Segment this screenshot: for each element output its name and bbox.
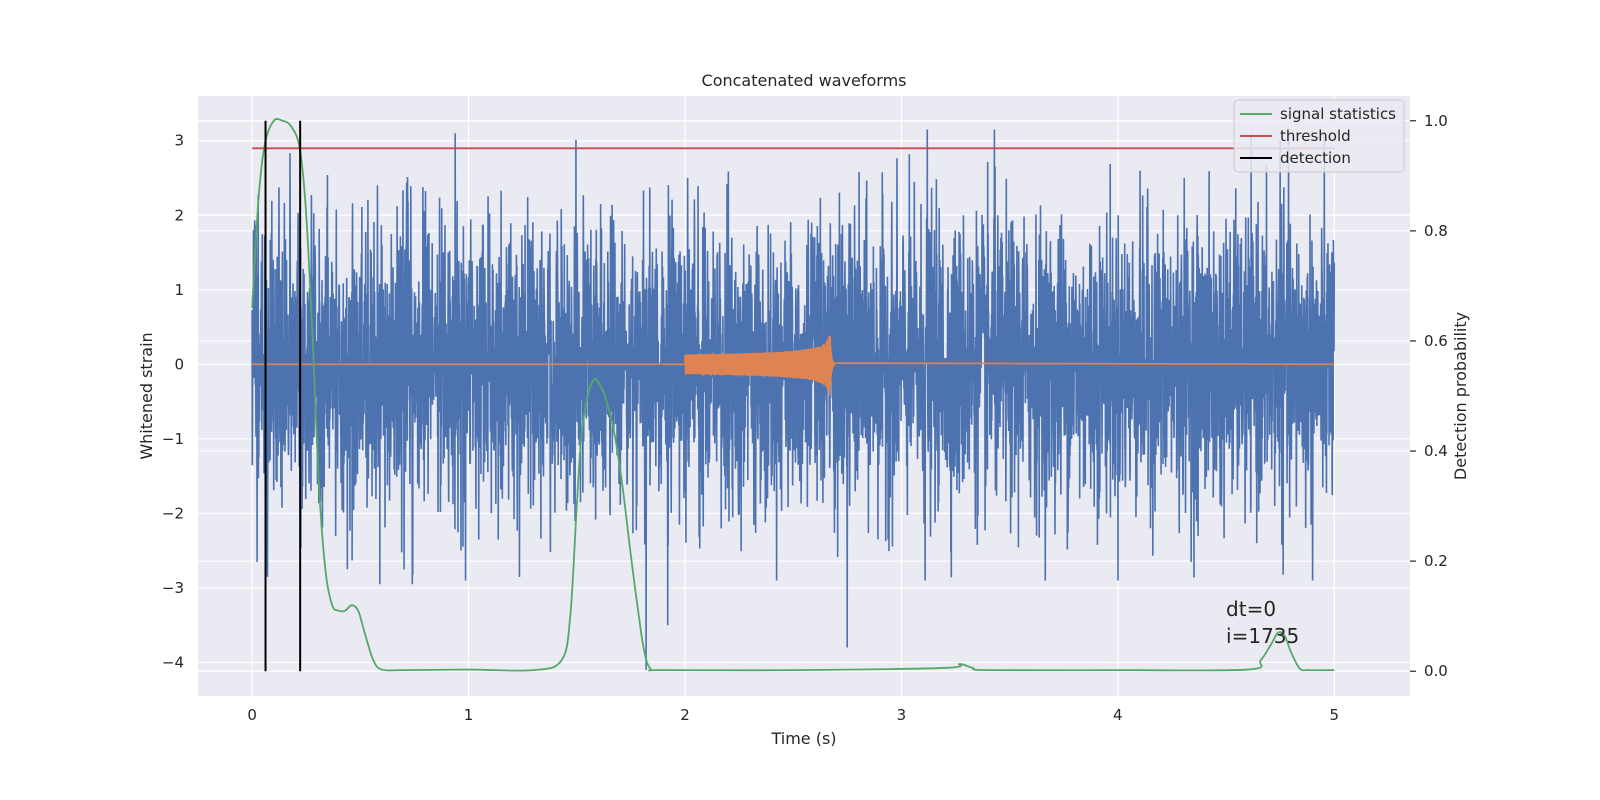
- y-tick-label: 2: [174, 206, 184, 224]
- annotation-dt: dt=0: [1226, 597, 1276, 621]
- y-axis-left: −4 −3 −2 −1 0 1 2 3: [162, 132, 184, 672]
- y-tick-label: −2: [162, 504, 184, 522]
- legend-label: detection: [1280, 149, 1351, 167]
- strain-line: [251, 129, 1336, 670]
- y-axis-right: 0.0 0.2 0.4 0.6 0.8 1.0: [1410, 112, 1448, 680]
- y-tick-label: 3: [174, 132, 184, 150]
- x-tick-label: 0: [247, 706, 257, 724]
- chart-title: Concatenated waveforms: [702, 71, 907, 90]
- legend-label: signal statistics: [1280, 105, 1396, 123]
- y2-tick-label: 0.6: [1424, 332, 1448, 350]
- signal-statistics-series: [251, 118, 1335, 672]
- y2-tick-label: 1.0: [1424, 112, 1448, 130]
- annotation-i: i=1735: [1226, 624, 1299, 648]
- y-tick-label: −3: [162, 579, 184, 597]
- y-tick-label: −4: [162, 653, 184, 671]
- y-axis-label: Whitened strain: [137, 332, 156, 459]
- x-tick-label: 5: [1329, 706, 1339, 724]
- y2-tick-label: 0.2: [1424, 552, 1448, 570]
- legend-box: [1233, 99, 1405, 173]
- x-tick-label: 2: [680, 706, 690, 724]
- template-series: [252, 335, 1335, 396]
- detection-series: [264, 120, 302, 672]
- x-tick-label: 3: [897, 706, 907, 724]
- y-tick-label: −1: [162, 430, 184, 448]
- x-tick-label: 1: [464, 706, 474, 724]
- y2-tick-label: 0.8: [1424, 222, 1448, 240]
- y-tick-label: 1: [174, 281, 184, 299]
- x-tick-label: 4: [1113, 706, 1123, 724]
- strain-series: [251, 129, 1336, 670]
- y-tick-label: 0: [174, 355, 184, 373]
- y2-tick-label: 0.0: [1424, 662, 1448, 680]
- legend-label: threshold: [1280, 127, 1351, 145]
- x-axis: 0 1 2 3 4 5: [247, 706, 1339, 724]
- signal-statistics-line: [251, 118, 1335, 672]
- y2-axis-label: Detection probability: [1451, 312, 1470, 480]
- y2-tick-label: 0.4: [1424, 442, 1448, 460]
- x-axis-label: Time (s): [770, 729, 836, 748]
- legend: signal statistics threshold detection: [1233, 99, 1405, 173]
- template-line: [252, 335, 1335, 396]
